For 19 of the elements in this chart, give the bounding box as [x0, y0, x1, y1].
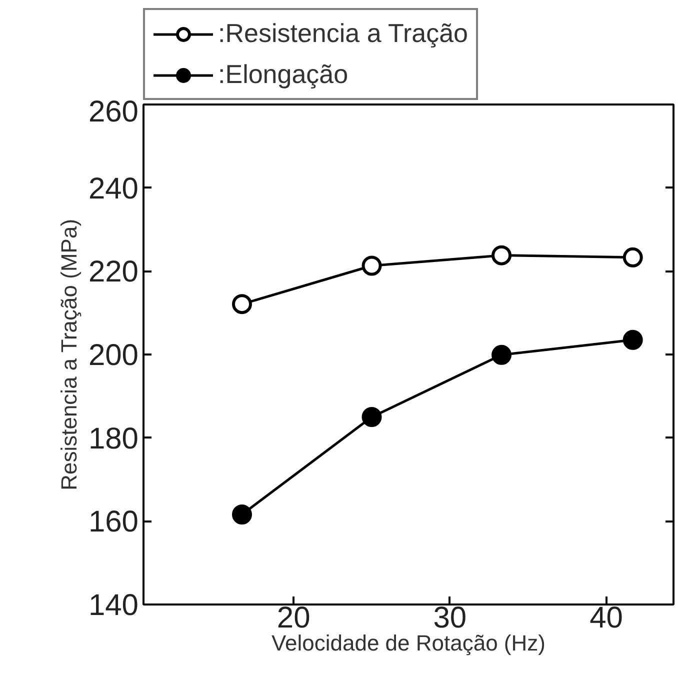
legend-label: :Elongação [218, 59, 348, 90]
point [622, 247, 643, 268]
y-tick-label: 200 [88, 339, 139, 372]
point [362, 407, 382, 427]
y-tick-label: 240 [88, 172, 139, 206]
y-tick-label: 160 [88, 506, 139, 539]
y-tick-label: 220 [88, 256, 139, 289]
point [232, 294, 252, 314]
point [362, 256, 382, 276]
y-tick-label: 180 [88, 422, 139, 456]
point [492, 344, 512, 365]
legend-label: :Resistencia a Tração [218, 18, 468, 49]
y-tick-label: 260 [88, 96, 139, 128]
y-tick-label: 140 [88, 589, 139, 622]
point [492, 245, 512, 266]
y-axis-title: Resistencia a Tração (MPa) [56, 218, 82, 490]
point [622, 330, 643, 350]
point [232, 504, 252, 524]
x-tick-label: 40 [590, 602, 623, 634]
